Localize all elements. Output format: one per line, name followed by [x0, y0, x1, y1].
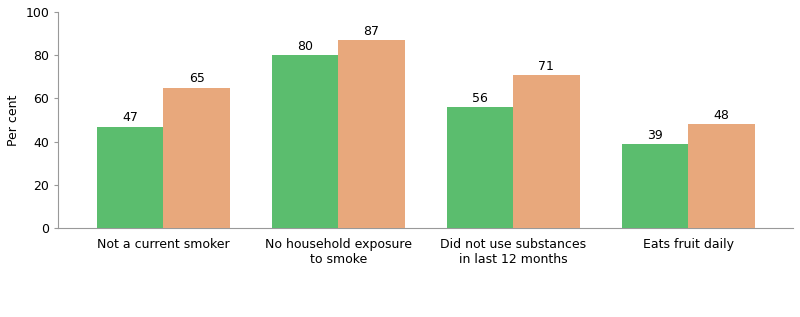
Bar: [622, 144, 688, 228]
Bar: [97, 126, 163, 228]
Bar: [446, 107, 513, 228]
Text: 47: 47: [122, 111, 138, 124]
Bar: [272, 55, 338, 228]
Text: 80: 80: [297, 40, 313, 53]
Y-axis label: Per cent: Per cent: [7, 94, 20, 146]
Text: 48: 48: [714, 109, 730, 122]
Bar: [338, 40, 405, 228]
Text: 39: 39: [647, 129, 662, 142]
Text: 56: 56: [472, 92, 488, 105]
Text: 71: 71: [538, 60, 554, 73]
Bar: [513, 75, 580, 228]
Text: 65: 65: [189, 73, 205, 86]
Text: 87: 87: [363, 25, 379, 38]
Bar: [688, 124, 754, 228]
Bar: [163, 87, 230, 228]
